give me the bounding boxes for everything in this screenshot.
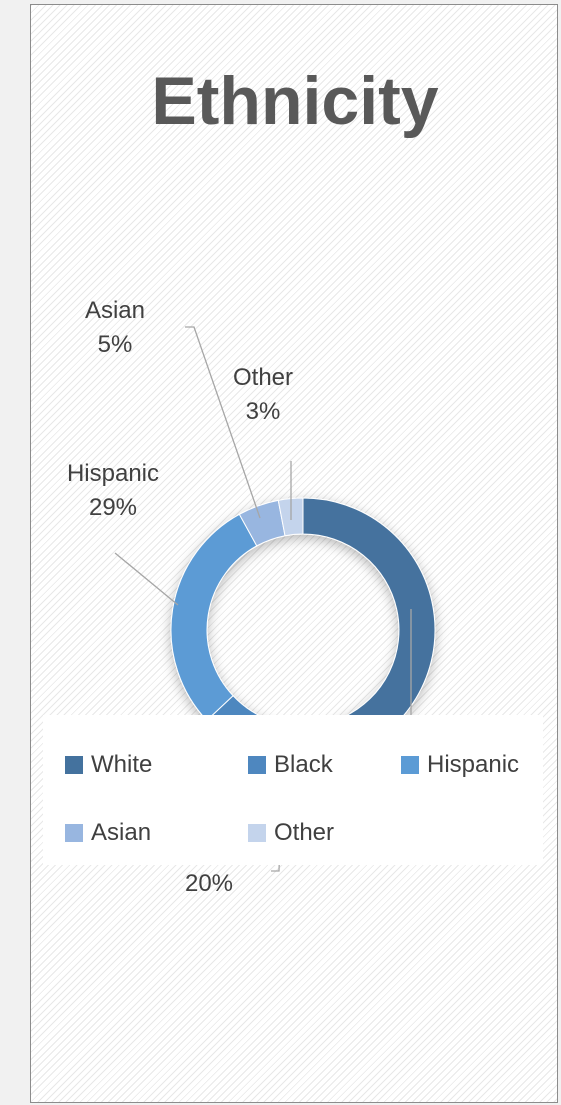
donut-slice-hispanic: [170, 513, 258, 722]
data-label-category-asian: Asian: [85, 297, 145, 324]
legend-label-white: White: [91, 751, 153, 778]
legend-swatch-asian: [65, 824, 83, 842]
data-label-percent-asian: 5%: [98, 331, 133, 358]
leader-line-asian: [185, 326, 261, 519]
legend-item-white: White: [65, 751, 152, 779]
legend-swatch-white: [65, 756, 83, 774]
chart-frame: Ethnicity White43%Black20%Hispanic29%Asi…: [30, 4, 558, 1103]
legend-item-asian: Asian: [65, 819, 151, 847]
legend-label-asian: Asian: [91, 819, 152, 846]
legend-label-other: Other: [274, 819, 335, 846]
legend-label-black: Black: [274, 751, 333, 778]
data-label-category-other: Other: [233, 364, 293, 391]
data-label-percent-black: 20%: [185, 870, 233, 897]
legend-item-other: Other: [248, 819, 334, 847]
legend: White Black Hispanic Asian Other: [43, 715, 543, 865]
chart-title: Ethnicity: [151, 63, 439, 139]
donut-slice-white: [302, 497, 436, 751]
legend-item-hispanic: Hispanic: [401, 751, 519, 779]
data-label-category-hispanic: Hispanic: [67, 460, 159, 487]
legend-item-black: Black: [248, 751, 333, 779]
legend-swatch-black: [248, 756, 266, 774]
leader-line-hispanic: [114, 552, 179, 606]
legend-swatch-hispanic: [401, 756, 419, 774]
legend-label-hispanic: Hispanic: [427, 751, 520, 778]
donut-chart: White43%Black20%Hispanic29%Asian5%Other3…: [67, 297, 514, 897]
data-label-percent-hispanic: 29%: [89, 494, 137, 521]
legend-swatch-other: [248, 824, 266, 842]
data-label-percent-other: 3%: [246, 398, 281, 425]
